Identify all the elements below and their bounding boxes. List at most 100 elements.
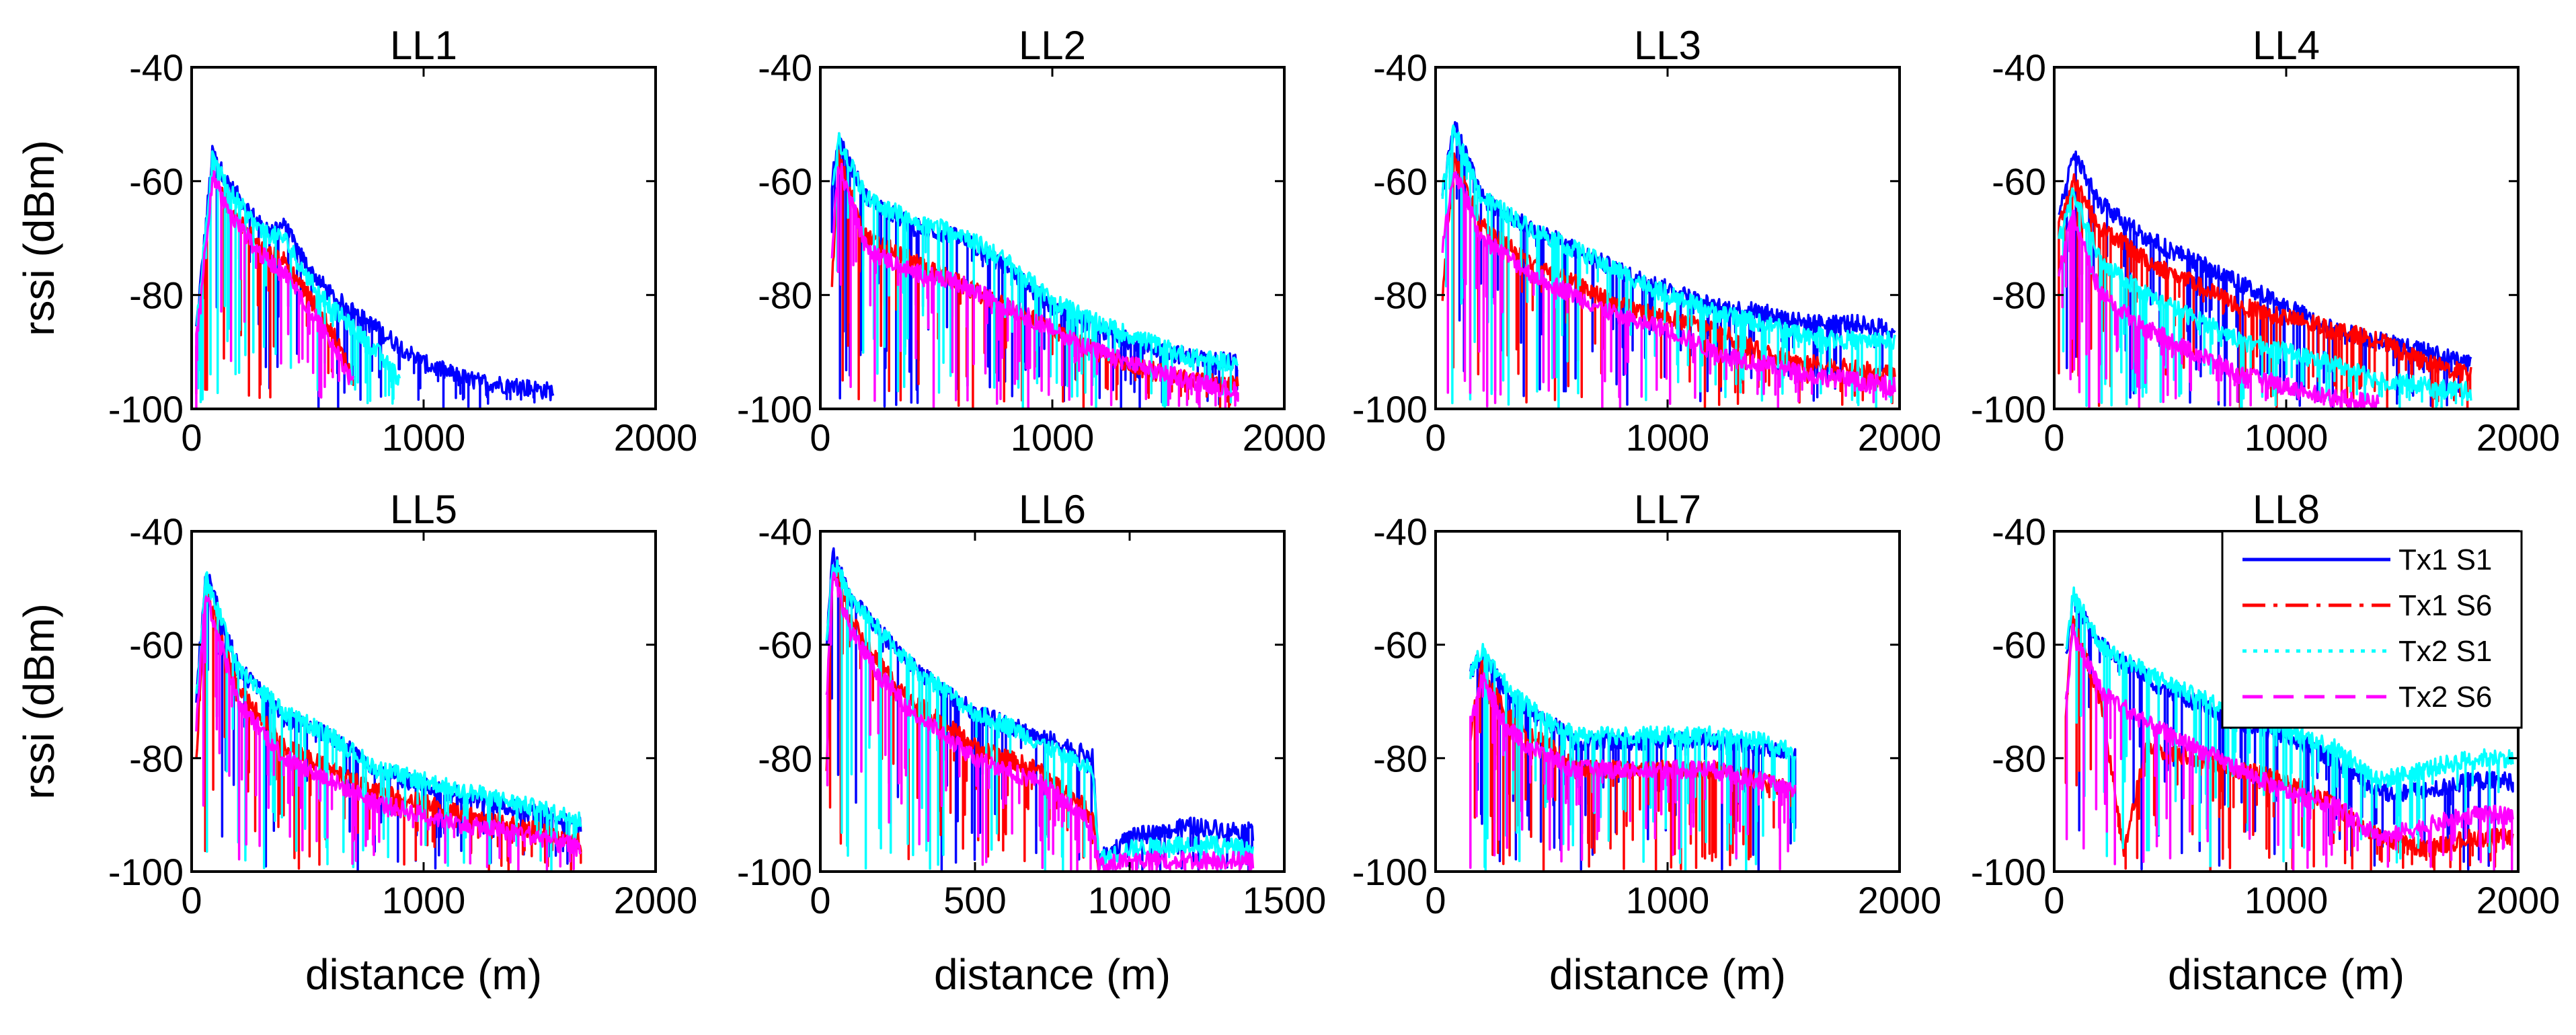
x-tick-label: 0 <box>2043 416 2064 459</box>
subplot-title: LL4 <box>2253 23 2320 68</box>
y-tick-label: -100 <box>108 851 184 893</box>
y-tick-label: -80 <box>758 737 812 779</box>
y-tick-label: -100 <box>737 388 812 430</box>
series-line-tx2-s6 <box>1469 672 1797 870</box>
x-tick-label: 0 <box>810 879 830 921</box>
legend: Tx1 S1 Tx1 S6 Tx2 S1 Tx2 S6 <box>2221 530 2523 729</box>
subplot-ll1: -40 -60 -80 -1000 1000 2000 LL1 rssi (dBm) <box>15 23 697 459</box>
series-group <box>825 547 1255 872</box>
series-group <box>2064 586 2514 872</box>
x-tick-label: 500 <box>943 879 1006 921</box>
x-tick-label: 1500 <box>1243 879 1327 921</box>
series-line-tx2-s6 <box>195 595 582 872</box>
x-axis-label: distance (m) <box>1549 950 1786 999</box>
y-tick-label: -60 <box>758 624 812 666</box>
x-tick-label: 2000 <box>2476 879 2561 921</box>
subplot-title: LL7 <box>1634 487 1701 532</box>
series-group <box>1441 121 1896 409</box>
series-line-tx2-s1 <box>2064 586 2514 868</box>
subplot-ll6: -40 -60 -80 -1000 500 1000 1500 LL6 distance (m) <box>737 487 1326 999</box>
series-line-tx2-s6 <box>2058 209 2380 409</box>
subplot-title: LL3 <box>1634 23 1701 68</box>
x-tick-label: 1000 <box>1626 879 1710 921</box>
series-line-tx1-s1 <box>2064 593 2514 871</box>
subplot-title: LL8 <box>2253 487 2320 532</box>
y-tick-label: -40 <box>758 46 812 89</box>
series-line-tx2-s1 <box>1441 124 1896 409</box>
series-group <box>1469 643 1797 872</box>
legend-label: Tx1 S6 <box>2398 589 2492 622</box>
x-tick-label: 2000 <box>1858 879 1942 921</box>
y-tick-label: -80 <box>129 274 184 317</box>
x-tick-label: 1000 <box>1626 416 1710 459</box>
x-tick-label: 1000 <box>1088 879 1172 921</box>
x-tick-label: 0 <box>2043 879 2064 921</box>
x-tick-label: 2000 <box>1858 416 1942 459</box>
subplot-title: LL6 <box>1019 487 1086 532</box>
series-group <box>195 145 555 409</box>
y-tick-label: -60 <box>129 160 184 202</box>
y-tick-label: -40 <box>1992 510 2046 553</box>
x-tick-label: 0 <box>1425 416 1446 459</box>
legend-label: Tx2 S1 <box>2398 635 2492 668</box>
y-tick-label: -60 <box>1992 160 2046 202</box>
series-line-tx1-s6 <box>2058 173 2472 409</box>
series-line-tx2-s6 <box>2064 623 2514 872</box>
y-tick-label: -80 <box>1992 274 2046 317</box>
series-line-tx2-s1 <box>1469 643 1797 872</box>
series-line-tx2-s6 <box>830 162 1239 409</box>
legend-label: Tx2 S6 <box>2398 681 2492 714</box>
y-tick-label: -80 <box>1992 737 2046 779</box>
subplot-ll2: -40 -60 -80 -1000 1000 2000 LL2 <box>737 23 1326 459</box>
x-tick-label: 1000 <box>1011 416 1095 459</box>
y-tick-label: -40 <box>129 46 184 89</box>
y-tick-label: -100 <box>1352 388 1428 430</box>
y-tick-label: -100 <box>1352 851 1428 893</box>
x-axis-label: distance (m) <box>305 950 542 999</box>
series-group <box>830 132 1239 409</box>
x-tick-label: 1000 <box>382 879 466 921</box>
series-line-tx2-s6 <box>1441 171 1896 409</box>
subplot-ll4: -40 -60 -80 -1000 1000 2000 LL4 <box>1971 23 2560 459</box>
series-line-tx2-s1 <box>2058 187 2472 409</box>
subplot-ll5: -40 -60 -80 -1000 1000 2000 LL5 rssi (dBm) dista… <box>15 487 697 999</box>
y-tick-label: -80 <box>758 274 812 317</box>
series-line-tx2-s1 <box>831 132 1239 409</box>
x-tick-label: 2000 <box>2476 416 2561 459</box>
series-line-tx2-s1 <box>196 150 401 405</box>
subplot-title: LL1 <box>390 23 457 68</box>
subplot-ll7: -40 -60 -80 -1000 1000 2000 LL7 distance (m) <box>1352 487 1941 999</box>
x-axis-label: distance (m) <box>2168 950 2405 999</box>
series-group <box>2058 150 2472 409</box>
x-tick-label: 0 <box>181 416 202 459</box>
y-tick-label: -80 <box>1373 737 1428 779</box>
series-line-tx2-s1 <box>195 571 582 871</box>
x-tick-label: 1000 <box>382 416 466 459</box>
y-tick-label: -40 <box>758 510 812 553</box>
y-tick-label: -40 <box>129 510 184 553</box>
axes-frame <box>819 530 1286 873</box>
legend-label: Tx1 S1 <box>2398 543 2492 576</box>
y-axis-label: rssi (dBm) <box>15 140 63 336</box>
y-tick-label: -80 <box>1373 274 1428 317</box>
y-tick-label: -60 <box>758 160 812 202</box>
y-tick-label: -100 <box>108 388 184 430</box>
y-tick-label: -40 <box>1373 46 1428 89</box>
subplot-title: LL5 <box>390 487 457 532</box>
series-group <box>195 571 582 872</box>
x-tick-label: 2000 <box>1243 416 1327 459</box>
x-tick-label: 2000 <box>614 416 698 459</box>
legend-box <box>2221 530 2523 729</box>
x-tick-label: 1000 <box>2245 416 2329 459</box>
x-tick-label: 0 <box>810 416 830 459</box>
series-line-tx2-s6 <box>195 170 355 409</box>
y-tick-label: -80 <box>129 737 184 779</box>
y-tick-label: -100 <box>1971 851 2046 893</box>
x-tick-label: 0 <box>1425 879 1446 921</box>
x-tick-label: 2000 <box>614 879 698 921</box>
x-axis-label: distance (m) <box>934 950 1171 999</box>
y-tick-label: -40 <box>1373 510 1428 553</box>
series-line-tx2-s6 <box>825 571 1255 872</box>
y-tick-label: -60 <box>1373 624 1428 666</box>
